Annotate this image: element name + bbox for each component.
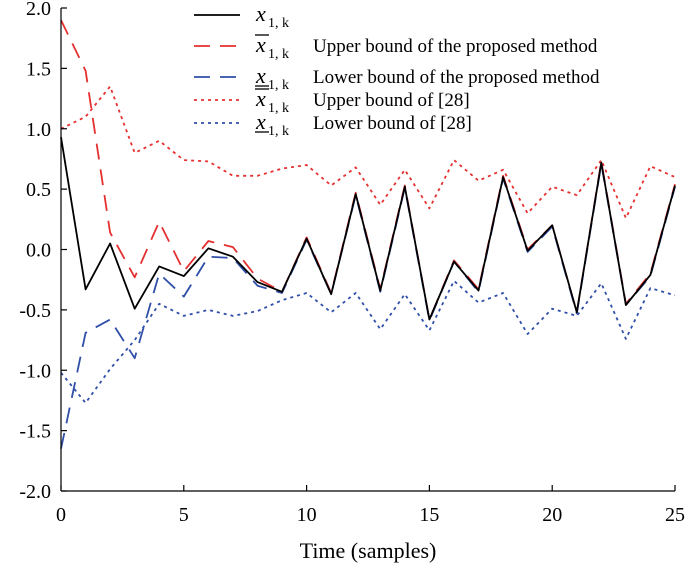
legend-subscript: 1, k: [268, 124, 289, 139]
y-tick-label: 0.0: [26, 240, 51, 262]
x-axis-title: Time (samples): [300, 538, 437, 563]
legend-subscript: 1, k: [268, 101, 289, 116]
legend-symbol: x: [255, 32, 266, 57]
y-tick-label: -0.5: [19, 300, 51, 322]
legend-subscript: 1, k: [268, 16, 289, 31]
y-tick-label: 1.5: [26, 58, 51, 80]
x-tick-label: 5: [179, 504, 189, 526]
y-tick-label: 0.5: [26, 179, 51, 201]
legend-symbol: x: [255, 63, 266, 88]
y-tick-label: 2.0: [26, 0, 51, 20]
series-line: [60, 137, 676, 321]
series-line: [60, 85, 676, 220]
legend-label: Lower bound of the proposed method: [313, 67, 600, 88]
y-ticks: 2.0 1.5 1.0 0.5 0.0 -0.5 -1.0 -1.5 -2.0: [19, 0, 67, 503]
legend-label: Lower bound of [28]: [313, 113, 472, 134]
legend: x 1, kx 1, k Upper bound of the proposed me…: [194, 1, 600, 139]
legend-label: Upper bound of [28]: [313, 90, 470, 111]
legend-symbol: x: [255, 1, 266, 26]
plot-area: [60, 19, 676, 449]
legend-symbol: x: [255, 109, 266, 134]
legend-subscript: 1, k: [268, 47, 289, 62]
x-tick-label: 10: [297, 504, 317, 526]
legend-label: Upper bound of the proposed method: [313, 36, 598, 57]
x-tick-label: 25: [665, 504, 685, 526]
x-ticks: 0 5 10 15 20 25: [56, 485, 685, 526]
legend-symbol: x: [255, 86, 266, 111]
series-line: [60, 279, 676, 404]
legend-subscript: 1, k: [268, 78, 289, 93]
x-tick-label: 20: [542, 504, 562, 526]
y-tick-label: -1.5: [19, 421, 51, 443]
x-tick-label: 0: [56, 504, 66, 526]
y-tick-label: -1.0: [19, 360, 51, 382]
series-line: [60, 162, 676, 449]
x-tick-label: 15: [419, 504, 439, 526]
y-tick-label: 1.0: [26, 119, 51, 141]
y-tick-label: -2.0: [19, 481, 51, 503]
